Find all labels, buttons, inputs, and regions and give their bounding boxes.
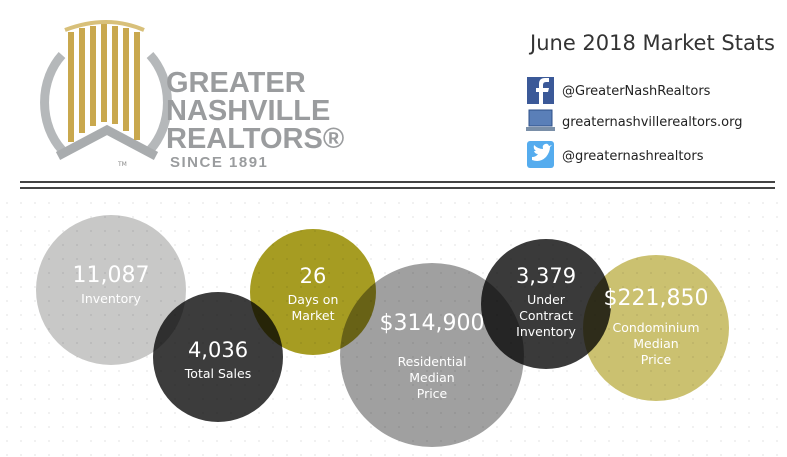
logo-mark xyxy=(40,20,172,160)
social-text[interactable]: @GreaterNashRealtors xyxy=(562,84,711,99)
stat-label: Median xyxy=(409,370,454,385)
stat-label: Residential xyxy=(398,354,467,369)
social-text[interactable]: @greaternashrealtors xyxy=(562,149,704,164)
stat-label: Market xyxy=(292,308,335,323)
stat-circle xyxy=(340,263,524,447)
stat-circle xyxy=(153,292,283,422)
labels: 11,087 Inventory 4,036 Total Sales 26 Days on… xyxy=(73,263,709,401)
stat-label: Under xyxy=(527,292,566,307)
circles xyxy=(36,215,729,447)
social-text[interactable]: greaternashvillerealtors.org xyxy=(562,115,743,130)
stat-label: Inventory xyxy=(81,291,141,306)
stat-value: $314,900 xyxy=(380,311,485,336)
stat-value: 3,379 xyxy=(516,264,576,288)
stat-label: Days on xyxy=(288,292,339,307)
stat-circle xyxy=(583,255,729,401)
stat-label: Price xyxy=(417,386,448,401)
social: @GreaterNashRealtors greaternashvillerea… xyxy=(562,84,743,164)
bubbles: 11,087 Inventory 4,036 Total Sales 26 Days on… xyxy=(36,215,729,447)
stat-label: Condominium xyxy=(612,320,699,335)
stat-label: Median xyxy=(633,336,678,351)
tm: TM xyxy=(117,161,127,168)
logo-since: SINCE 1891 xyxy=(170,154,268,171)
logo-line: GREATER xyxy=(166,67,306,99)
stat-label: Contract xyxy=(519,308,573,323)
stat-label: Price xyxy=(641,352,672,367)
stat-circle xyxy=(36,215,186,365)
logo-text: GREATER NASHVILLE REALTORS® SINCE 1891 xyxy=(166,67,344,171)
stat-value: 4,036 xyxy=(188,338,248,362)
icons xyxy=(526,77,555,168)
title: June 2018 Market Stats xyxy=(528,31,775,55)
stat-value: 26 xyxy=(300,264,327,288)
stat-label: Inventory xyxy=(516,324,576,339)
stat-circle xyxy=(481,239,611,369)
stat-circle xyxy=(250,229,376,355)
stat-value: 11,087 xyxy=(73,263,150,288)
logo-line: REALTORS® xyxy=(166,123,344,155)
stat-label: Total Sales xyxy=(184,366,251,381)
stat-value: $221,850 xyxy=(604,286,709,311)
logo-line: NASHVILLE xyxy=(166,95,330,127)
